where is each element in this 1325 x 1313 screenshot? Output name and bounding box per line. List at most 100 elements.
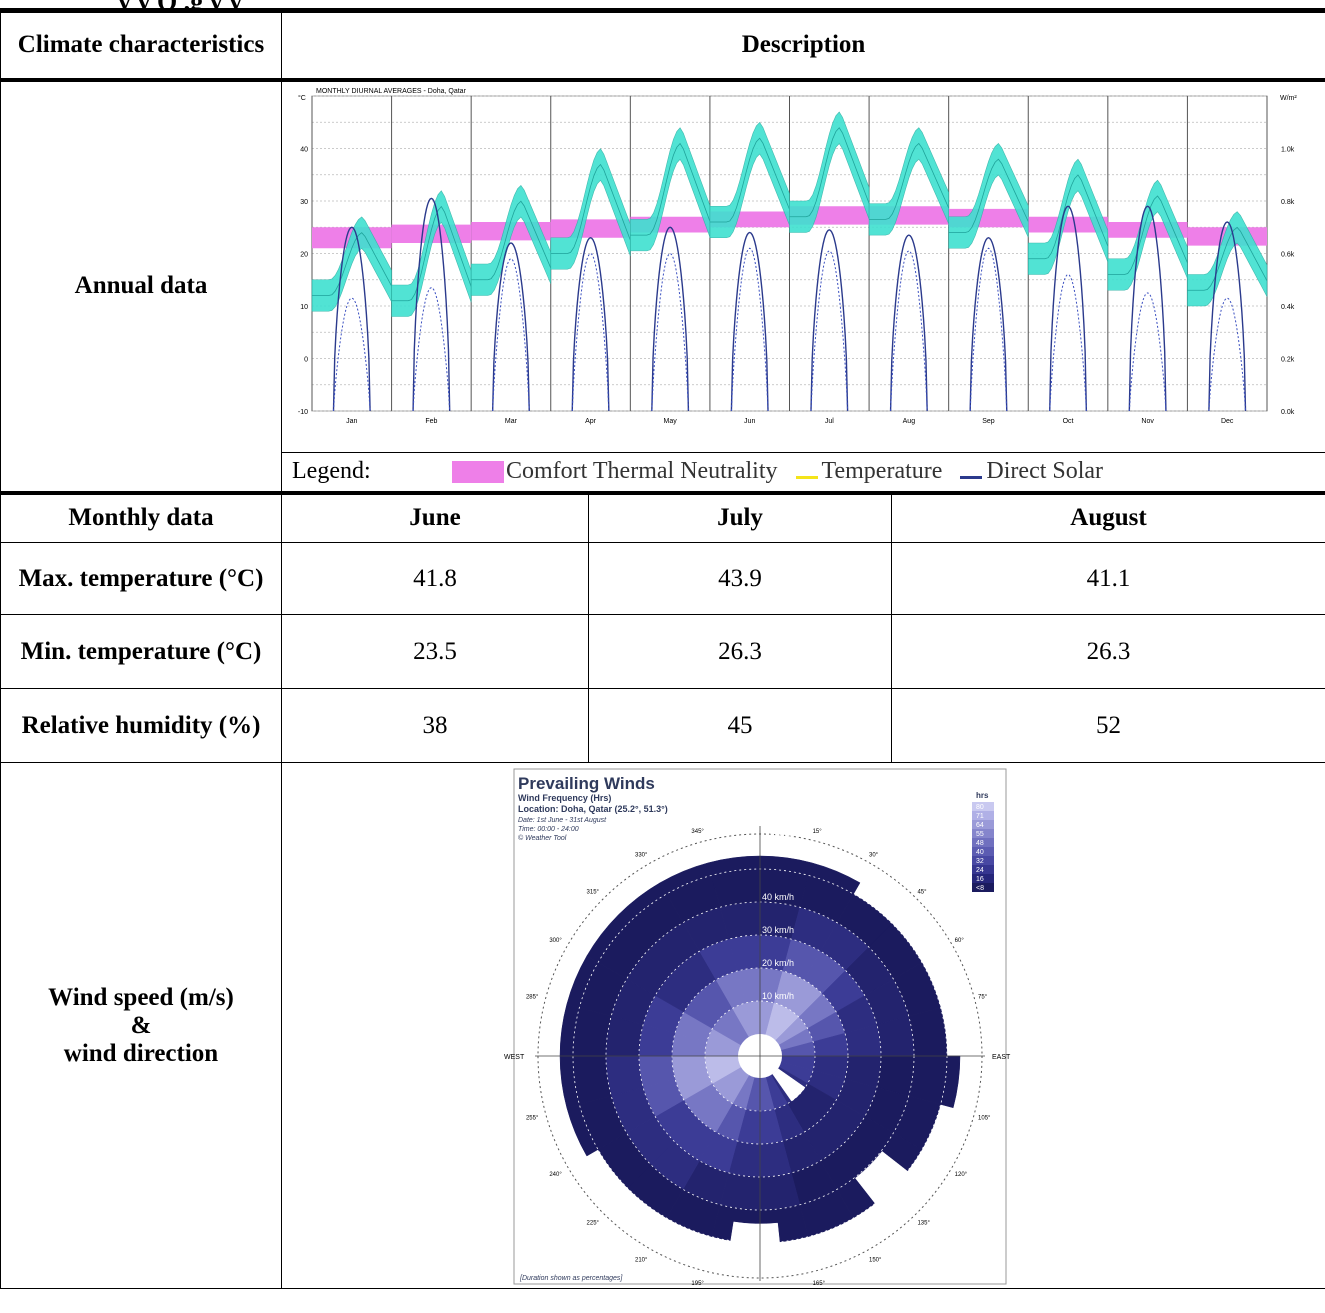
x-tick-label: Jul (825, 418, 834, 425)
header-climate-characteristics: Climate characteristics (0, 12, 282, 82)
y-left-tick: 30 (300, 199, 308, 206)
angle-label: 195° (691, 1281, 704, 1286)
annual-row: Annual data MONTHLY DIURNAL AVERAGES - D… (0, 79, 1325, 495)
wind-label: Wind speed (m/s) & wind direction (0, 762, 282, 1289)
legend-cell: Legend: Comfort Thermal Neutrality Tempe… (280, 451, 1325, 495)
legend-value: 16 (976, 876, 984, 883)
wind-sector (572, 1055, 612, 1105)
y-right-tick: 1.0k (1281, 147, 1295, 154)
x-tick-label: Aug (903, 418, 916, 425)
wind-rose-svg: Prevailing Winds Wind Frequency (Hrs) Lo… (504, 768, 1011, 1294)
min-temp-row: Min. temperature (°C) 23.5 26.3 26.3 (0, 614, 1325, 689)
legend-swatch (972, 864, 994, 874)
chart-title: MONTHLY DIURNAL AVERAGES - Doha, Qatar (316, 88, 467, 95)
x-tick-label: Nov (1141, 418, 1154, 425)
angle-label: 15° (813, 828, 823, 834)
angle-label: 315° (587, 889, 600, 895)
legend-value: 32 (976, 858, 984, 865)
angle-label: 345° (691, 828, 704, 834)
y-right-tick: 0.4k (1281, 304, 1295, 311)
x-tick-label: Oct (1063, 418, 1074, 425)
monthly-label: Monthly data (0, 492, 282, 543)
diffuse-solar-curve (571, 252, 610, 412)
x-tick-label: Jan (346, 418, 357, 425)
temperature-line (789, 127, 870, 218)
temperature-line (630, 142, 711, 236)
direct-solar-curve (810, 229, 849, 412)
x-tick-label: Sep (982, 418, 995, 425)
x-tick-label: Apr (585, 418, 597, 425)
temperature-band (470, 185, 552, 296)
speed-ring-label: 40 km/h (762, 892, 794, 902)
y-right-tick: 0.6k (1281, 252, 1295, 259)
comfort-swatch (452, 460, 504, 483)
angle-label: 285° (526, 994, 539, 1000)
angle-label: 150° (869, 1257, 882, 1263)
temperature-line (391, 205, 472, 302)
angle-label: 105° (978, 1115, 991, 1121)
direct-solar-curve (571, 236, 610, 412)
header-description: Description (280, 12, 1325, 82)
month-july: July (588, 492, 892, 543)
direct-solar-curve (332, 226, 371, 412)
y-right-tick: 0.2k (1281, 357, 1295, 364)
legend-swatch (972, 846, 994, 856)
temperature-swatch (795, 476, 818, 479)
header-row: Climate characteristics Description (0, 12, 1325, 82)
legend-swatch (972, 855, 994, 865)
legend-swatch (972, 882, 994, 892)
legend-item-temperature: Temperature (795, 458, 942, 485)
wind-sub4: Time: 00:00 - 24:00 (518, 826, 579, 833)
month-june: June (281, 492, 589, 543)
wind-sector (711, 868, 761, 908)
legend-value: <8 (976, 885, 984, 892)
angle-label: 60° (955, 938, 965, 944)
direct-solar-curve (412, 197, 451, 412)
diffuse-solar-curve (810, 250, 849, 412)
humidity-june: 38 (281, 688, 589, 763)
wind-sub1: Wind Frequency (Hrs) (518, 793, 611, 803)
legend-row: Legend: Comfort Thermal Neutrality Tempe… (1, 451, 1325, 495)
diffuse-solar-curve (492, 258, 530, 412)
y-left-tick: 10 (300, 304, 308, 311)
legend-value: 71 (976, 813, 984, 820)
annual-label: Annual data (0, 79, 282, 495)
annual-chart-cell: MONTHLY DIURNAL AVERAGES - Doha, Qatar °… (280, 79, 1325, 453)
direct-solar-curve (651, 226, 690, 412)
wind-sector (908, 1006, 948, 1056)
min-temp-july: 26.3 (588, 614, 892, 689)
y-left-tick: 40 (300, 147, 308, 154)
top-rule (0, 8, 1325, 12)
direct-solar-curve (1049, 205, 1088, 412)
legend-value: 64 (976, 822, 984, 829)
diffuse-solar-curve (1128, 292, 1167, 412)
x-tick-label: Dec (1221, 418, 1234, 425)
temperature-line (1107, 195, 1188, 275)
wind-rose: Prevailing Winds Wind Frequency (Hrs) Lo… (282, 766, 1325, 1294)
angle-label: 135° (917, 1220, 930, 1226)
min-temp-june: 23.5 (281, 614, 589, 689)
legend-swatch (972, 810, 994, 820)
right-unit: W/m² (1280, 95, 1297, 102)
angle-label: 30° (869, 852, 879, 858)
temperature-line (948, 158, 1029, 233)
angle-label: 45° (917, 889, 927, 895)
direct-solar-curve (491, 242, 530, 412)
wind-title: Prevailing Winds (518, 774, 655, 793)
max-temp-august: 41.1 (890, 542, 1325, 615)
angle-label: 330° (635, 852, 648, 858)
angle-label: 75° (978, 994, 988, 1000)
temperature-band (550, 148, 631, 270)
wind-sector (728, 1221, 782, 1256)
y-left-tick: 0 (304, 357, 308, 364)
direct-solar-swatch (960, 476, 983, 479)
chart-legend: Legend: Comfort Thermal Neutrality Tempe… (282, 453, 1325, 491)
diffuse-solar-curve (651, 252, 689, 412)
humidity-august: 52 (890, 688, 1325, 763)
min-temp-label: Min. temperature (°C) (0, 614, 282, 689)
legend-item-comfort: Comfort Thermal Neutrality (452, 458, 778, 485)
y-right-tick: 0.8k (1281, 199, 1295, 206)
diffuse-solar-curve (730, 247, 769, 412)
diffuse-solar-curve (412, 287, 451, 412)
comfort-band (1028, 216, 1108, 233)
